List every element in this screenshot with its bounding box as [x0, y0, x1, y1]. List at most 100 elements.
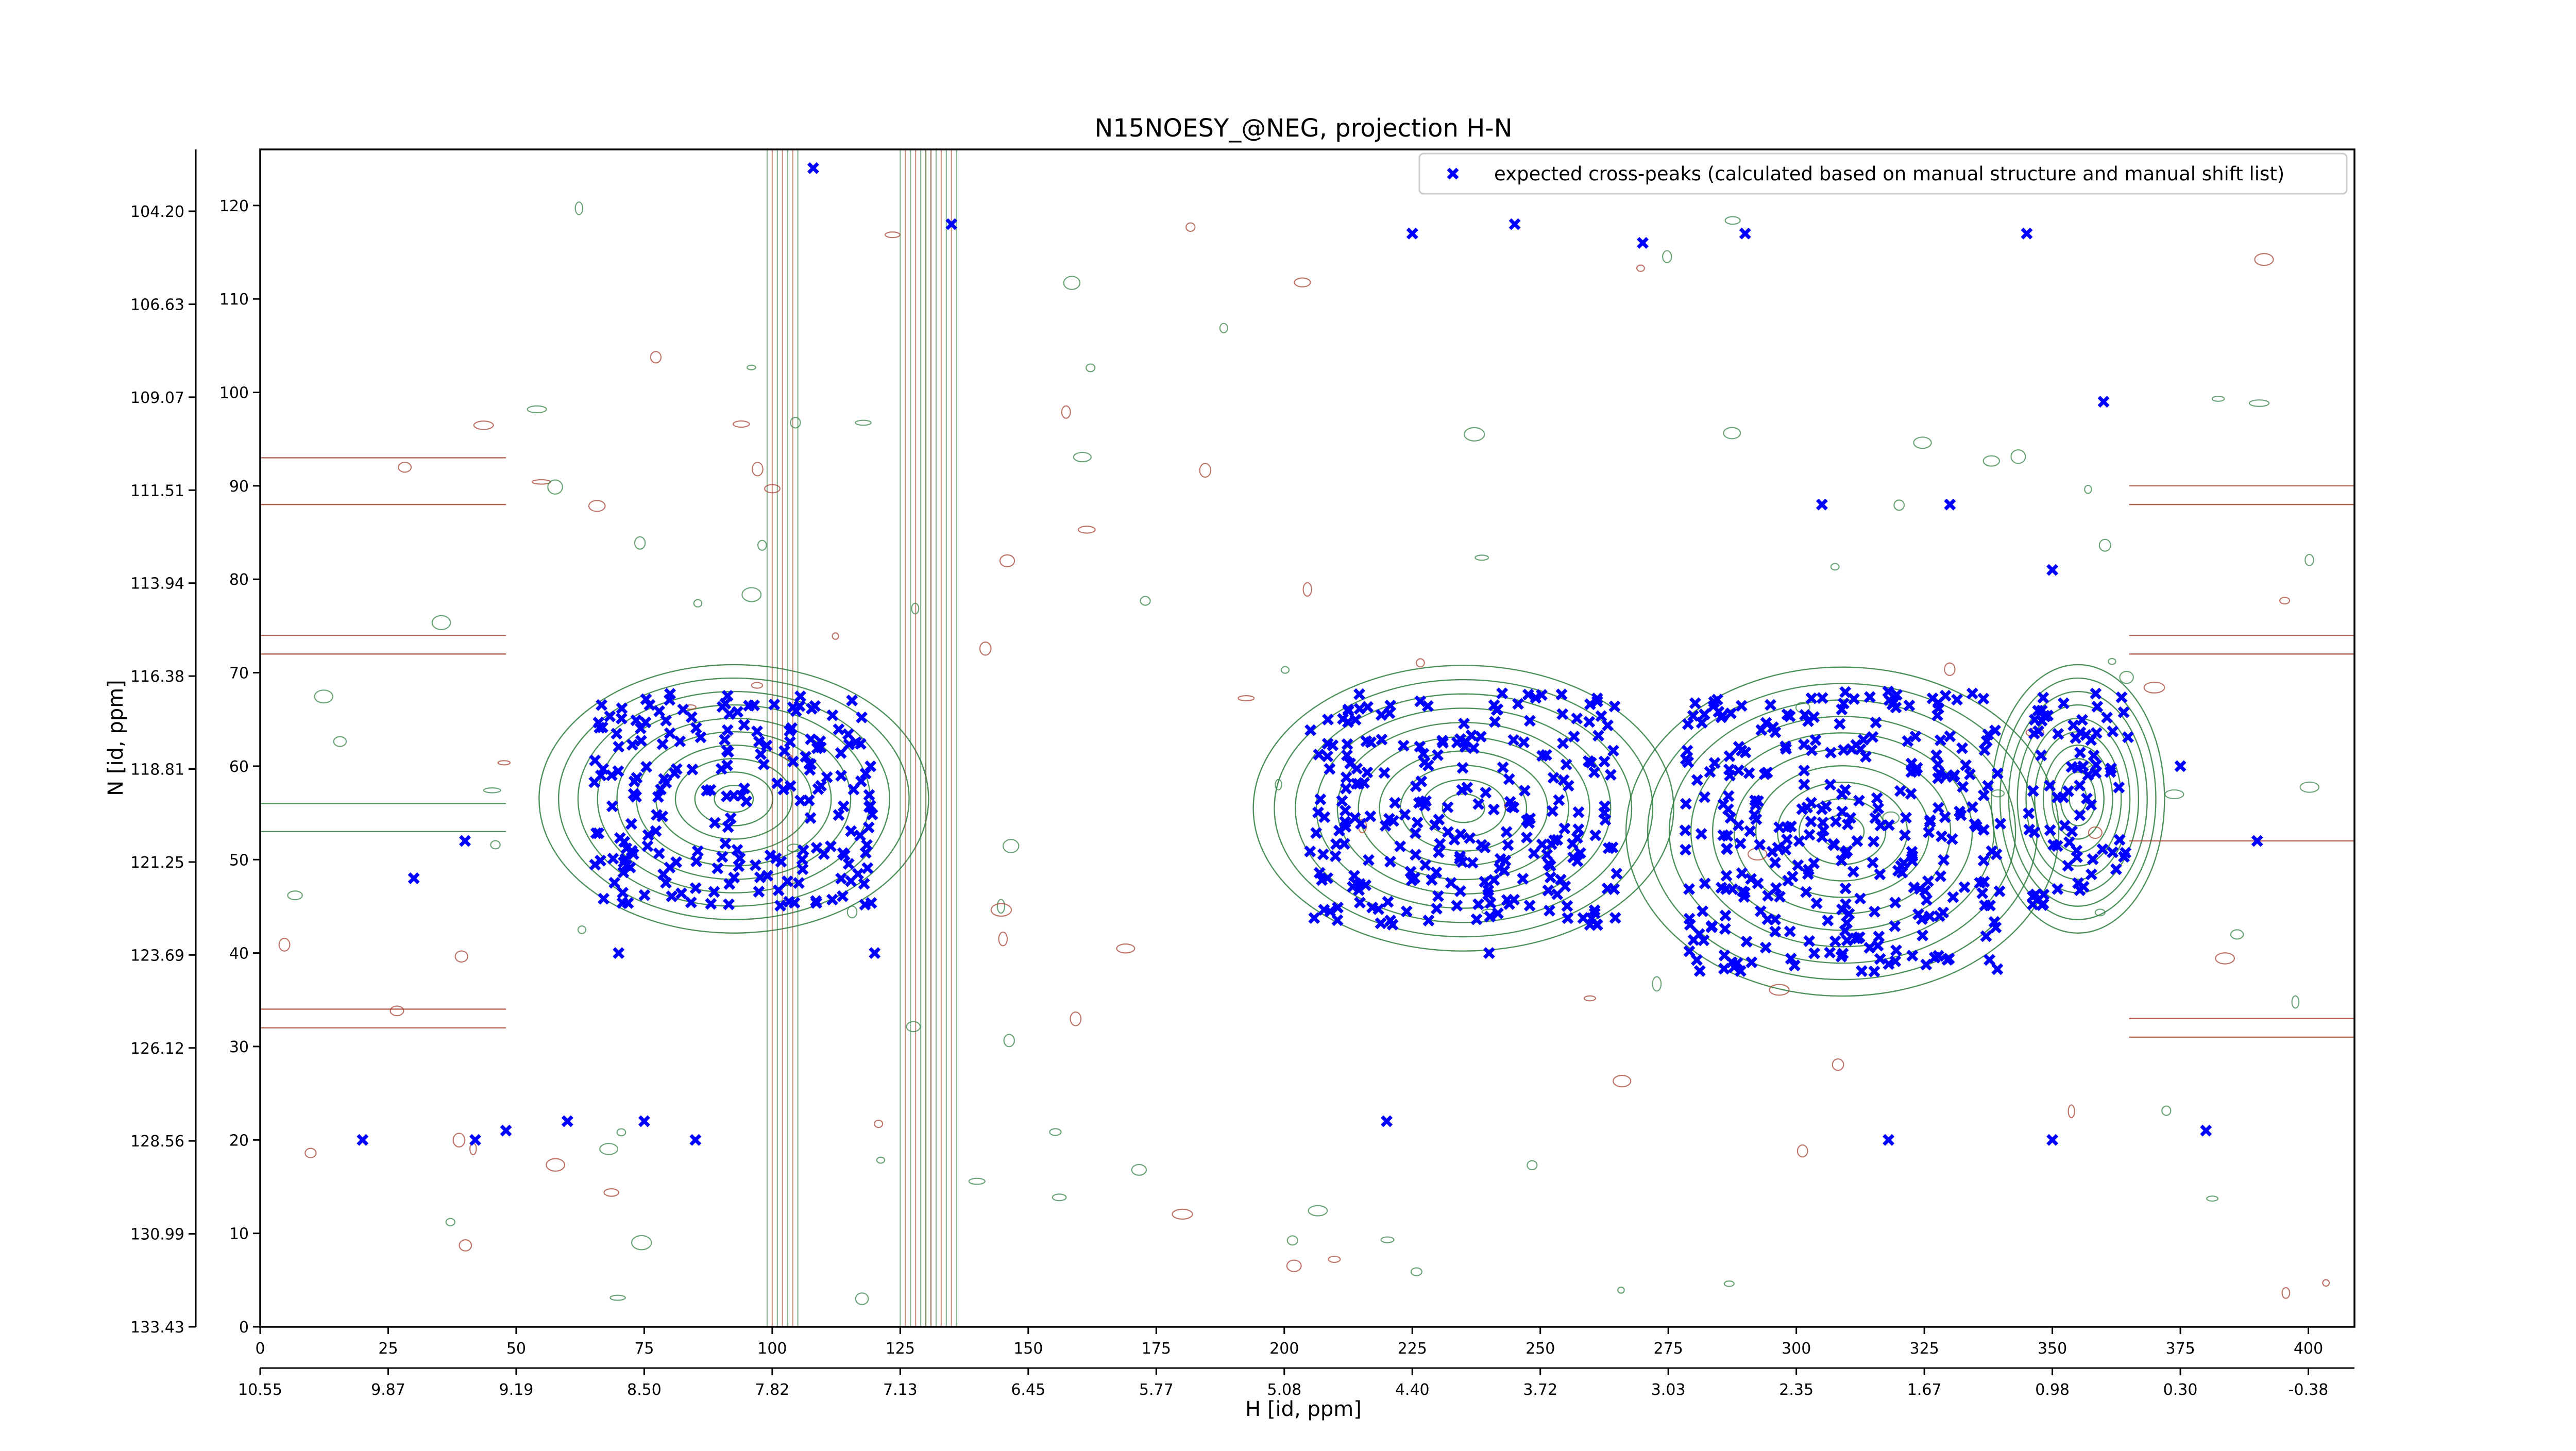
- cross-peak: [1691, 774, 1703, 786]
- peak-stroke: [1784, 925, 1796, 938]
- x-axis-label: H [id, ppm]: [1245, 1397, 1362, 1421]
- peak-stroke: [1598, 755, 1611, 768]
- peak-stroke: [1728, 961, 1740, 973]
- peak-stroke: [1399, 808, 1411, 821]
- contour-ring: [1410, 1267, 1423, 1276]
- peak-stroke: [1695, 828, 1707, 840]
- peak-stroke: [1754, 838, 1766, 851]
- peak-stroke: [1829, 816, 1842, 828]
- cross-peak: [1912, 908, 1925, 920]
- peak-stroke: [1991, 963, 2004, 975]
- peak-stroke: [1774, 890, 1786, 903]
- contour-ring: [1052, 1193, 1067, 1202]
- cross-peak: [1419, 859, 1432, 871]
- cross-peak: [1445, 876, 1457, 889]
- contour-ring: [650, 351, 662, 364]
- cross-peak: [1679, 824, 1691, 837]
- contour-ring: [1527, 1160, 1538, 1171]
- peak-stroke: [806, 702, 818, 715]
- peak-stroke: [2074, 809, 2086, 821]
- peak-stroke: [1318, 811, 1331, 823]
- peak-stroke: [1554, 873, 1567, 886]
- peak-stroke: [722, 821, 734, 833]
- cross-peak: [1785, 953, 1797, 965]
- plot-frame: [259, 148, 2355, 1328]
- peak-stroke: [784, 736, 796, 748]
- cross-peak: [1637, 237, 1649, 249]
- contour-ring: [546, 1158, 566, 1172]
- cross-peak: [588, 776, 601, 788]
- cross-peak: [842, 858, 855, 870]
- peak-stroke: [1932, 772, 1944, 784]
- cross-peak: [721, 689, 734, 702]
- cross-peak: [618, 836, 631, 848]
- legend-box: [1418, 153, 2348, 195]
- peak-stroke: [753, 886, 765, 898]
- cross-peak: [1572, 806, 1585, 818]
- peak-stroke: [1464, 832, 1476, 844]
- cross-peak: [664, 862, 676, 874]
- peak-stroke: [1719, 909, 1732, 922]
- peak-stroke: [642, 829, 654, 841]
- cross-peak: [2072, 877, 2084, 889]
- cross-peak: [1512, 698, 1524, 710]
- cross-peak: [709, 817, 721, 829]
- cross-peak: [1755, 724, 1768, 736]
- cross-peak: [1503, 898, 1515, 910]
- legend: expected cross-peaks (calculated based o…: [1418, 153, 2348, 195]
- peak-stroke: [1414, 740, 1426, 753]
- cross-peak: [1991, 963, 2004, 975]
- peak-stroke: [1722, 790, 1735, 802]
- contour-ring: [757, 539, 767, 551]
- cross-peak: [2028, 714, 2041, 726]
- cross-peak: [803, 757, 816, 770]
- peak-stroke: [1329, 850, 1342, 863]
- cross-peak: [1696, 717, 1708, 729]
- cross-peak: [1944, 730, 1956, 743]
- peak-stroke: [1484, 897, 1497, 909]
- contour-ring: [855, 1292, 869, 1305]
- contour-ring: [1140, 596, 1151, 606]
- contour-ring: [634, 536, 646, 550]
- peak-stroke: [1708, 757, 1721, 769]
- cross-peak: [1354, 897, 1366, 909]
- peak-stroke: [1442, 801, 1454, 814]
- peak-stroke: [821, 771, 833, 783]
- cross-peak: [1375, 708, 1387, 721]
- cross-peak: [606, 800, 618, 813]
- peak-stroke: [796, 853, 808, 866]
- cross-peak: [1364, 810, 1377, 822]
- peak-stroke: [1459, 740, 1471, 753]
- cross-peak: [1882, 685, 1894, 698]
- cross-peak: [2051, 840, 2063, 852]
- peak-stroke: [1934, 910, 1945, 922]
- peak-stroke: [1421, 700, 1434, 712]
- y-ppm-tick-label: 104.20: [130, 203, 184, 221]
- peak-stroke: [1855, 965, 1868, 977]
- cross-peak: [1978, 744, 1991, 756]
- peak-stroke: [1839, 847, 1851, 859]
- x-index-axis: 0 25 50 75 100 125 150 175 200 225 250 275 300 325 350…: [255, 1327, 2323, 1358]
- cross-peak: [2074, 747, 2086, 759]
- peak-stroke: [1522, 688, 1534, 701]
- contour-layer: [260, 149, 2354, 1327]
- peak-stroke: [2090, 767, 2102, 779]
- cross-peak: [1431, 903, 1443, 915]
- cross-peak: [1770, 882, 1782, 895]
- contour-ring: [531, 479, 551, 485]
- cross-peak: [787, 701, 799, 714]
- cross-peak: [2117, 706, 2130, 718]
- cross-peak: [1456, 762, 1469, 774]
- cross-peak: [589, 858, 601, 871]
- cross-peak: [2090, 767, 2102, 779]
- x-ppm-tick-label: 0.30: [2163, 1381, 2198, 1399]
- cross-peak: [1890, 701, 1902, 714]
- x-ppm-tick-label: -0.38: [2289, 1381, 2329, 1399]
- peak-stroke: [1502, 839, 1514, 851]
- contour-ring: [2098, 538, 2111, 552]
- cross-peak: [2122, 731, 2134, 744]
- peak-stroke: [1906, 846, 1918, 858]
- peak-stroke: [1883, 819, 1895, 831]
- peak-stroke: [1509, 218, 1521, 230]
- peak-stroke: [1974, 876, 1986, 889]
